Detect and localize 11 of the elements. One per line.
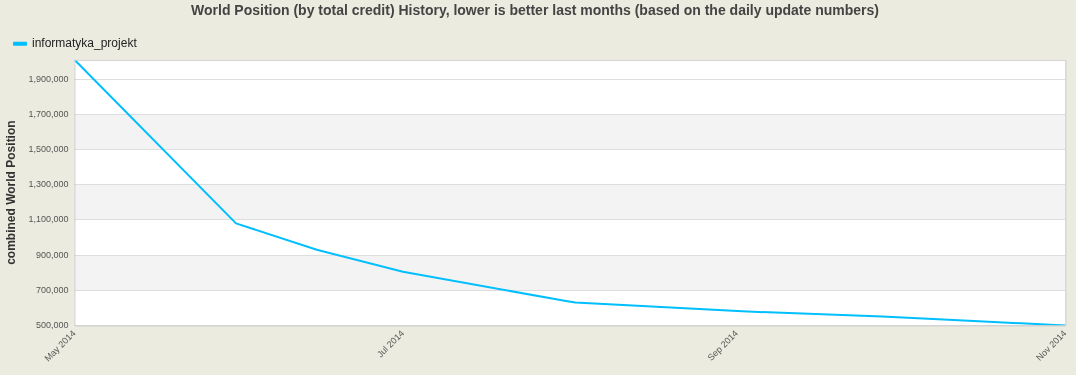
- chart-title: World Position (by total credit) History, lower is better last months (based on the daily update numbers): [191, 2, 879, 19]
- y-tick-label: 1,500,000: [28, 144, 69, 154]
- legend-label: informatyka_projekt: [32, 36, 138, 51]
- y-tick-label: 900,000: [35, 249, 69, 260]
- y-tick-label: 1,900,000: [28, 73, 69, 84]
- y-tick-label: 1,100,000: [28, 214, 69, 225]
- y-tick-label: 500,000: [35, 319, 69, 330]
- y-tick-label: 1,300,000: [28, 179, 69, 190]
- y-tick-label: 700,000: [35, 284, 69, 295]
- y-axis-title: combined World Position: [3, 120, 18, 265]
- y-tick-label: 1,700,000: [28, 108, 69, 119]
